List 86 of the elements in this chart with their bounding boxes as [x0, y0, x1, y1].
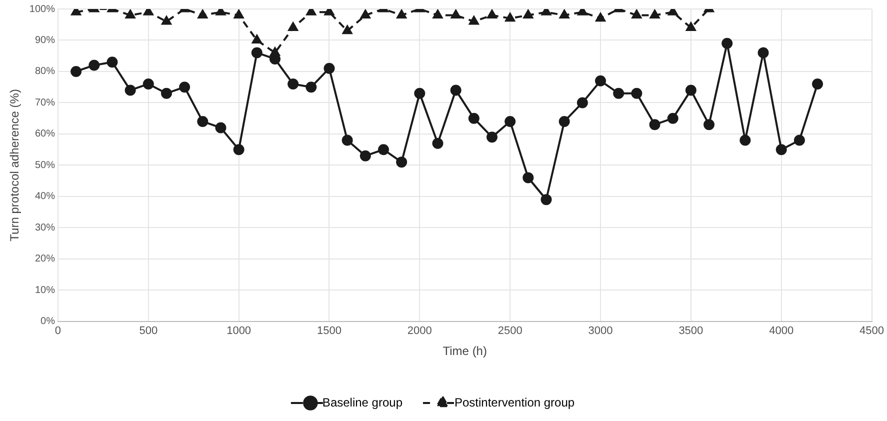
point	[88, 60, 100, 71]
point	[142, 78, 154, 90]
point	[288, 78, 299, 90]
point	[559, 10, 570, 18]
x-tick-label: 4000	[769, 325, 794, 338]
x-tick-label: 1000	[226, 325, 252, 338]
point	[378, 144, 389, 156]
point	[306, 82, 317, 93]
point	[396, 156, 408, 168]
point	[360, 150, 371, 162]
point	[450, 10, 461, 18]
point	[776, 144, 787, 156]
point	[523, 10, 534, 18]
point	[233, 144, 244, 156]
point	[106, 56, 118, 68]
point	[487, 10, 497, 18]
point	[486, 132, 498, 143]
point	[125, 10, 136, 18]
y-tick-label: 80%	[34, 66, 56, 78]
legend-label: Postintervention group	[454, 395, 575, 410]
point	[160, 88, 172, 99]
x-tick-label: 500	[139, 325, 158, 338]
point	[632, 10, 642, 18]
point	[704, 119, 715, 130]
x-tick-label: 0	[54, 325, 62, 338]
x-tick-label: 2000	[407, 325, 432, 338]
point	[504, 116, 516, 127]
point	[124, 84, 136, 96]
point	[740, 134, 751, 146]
point	[468, 112, 480, 124]
point	[198, 10, 208, 18]
x-tick-label: 2500	[498, 325, 522, 338]
point	[251, 47, 262, 58]
point	[342, 134, 353, 146]
point	[414, 88, 426, 99]
point	[469, 16, 479, 25]
point	[162, 16, 172, 25]
point	[215, 122, 226, 134]
point	[324, 62, 335, 74]
point	[70, 66, 82, 77]
point	[722, 38, 733, 49]
y-tick-label: 0%	[40, 316, 56, 328]
point	[252, 34, 262, 44]
point	[812, 78, 824, 90]
y-tick-label: 30%	[34, 222, 56, 234]
point	[613, 88, 624, 99]
point	[667, 112, 678, 124]
legend-label: Baseline group	[322, 395, 403, 410]
point	[558, 116, 570, 127]
point	[758, 47, 769, 58]
y-tick-label: 40%	[34, 191, 56, 202]
point	[649, 119, 660, 130]
point	[650, 10, 660, 18]
x-tick-label: 3500	[678, 325, 704, 338]
point	[179, 82, 190, 93]
x-tick-label: 4500	[860, 325, 884, 338]
point	[596, 12, 606, 22]
point	[794, 134, 805, 146]
point	[342, 25, 352, 34]
point	[686, 22, 696, 31]
point	[197, 116, 208, 127]
point	[522, 172, 534, 184]
x-tick-label: 1500	[316, 325, 342, 338]
point	[631, 88, 642, 99]
x-tick-label: 3000	[588, 325, 613, 338]
y-tick-label: 20%	[34, 254, 56, 265]
y-tick-label: 60%	[34, 128, 56, 140]
point	[685, 84, 696, 96]
y-tick-label: 10%	[34, 284, 56, 296]
y-axis-title: Turn protocol adherence (%)	[8, 89, 22, 242]
x-axis-title: Time (h)	[442, 344, 487, 358]
point	[595, 75, 606, 86]
point	[288, 22, 298, 31]
point	[432, 138, 444, 149]
y-tick-label: 100%	[29, 4, 56, 15]
point	[360, 10, 370, 18]
point	[450, 84, 462, 96]
point	[396, 10, 406, 18]
y-tick-label: 50%	[34, 160, 56, 171]
point	[505, 12, 515, 22]
point	[576, 97, 588, 108]
point	[432, 10, 443, 18]
point	[540, 194, 552, 206]
y-tick-label: 90%	[34, 34, 56, 46]
y-tick-label: 70%	[34, 97, 56, 108]
point	[234, 10, 244, 18]
